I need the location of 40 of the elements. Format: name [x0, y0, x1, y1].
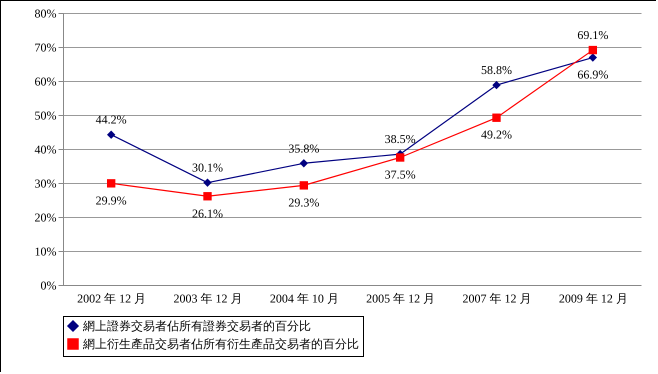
data-label: 69.1% — [577, 28, 608, 42]
y-tick-label: 70% — [34, 40, 56, 54]
data-label: 26.1% — [192, 206, 223, 220]
x-tick-label: 2009 年 12 月 — [558, 292, 628, 306]
legend-label: 網上證券交易者佔所有證券交易者的百分比 — [82, 319, 311, 333]
point — [203, 192, 212, 200]
point — [203, 178, 212, 187]
data-label: 58.8% — [481, 63, 512, 78]
point — [492, 80, 501, 90]
x-tick-label: 2007 年 12 月 — [462, 292, 532, 306]
point — [588, 53, 598, 62]
data-label: 49.2% — [481, 128, 512, 142]
data-label: 44.2% — [96, 112, 127, 127]
point — [492, 114, 501, 122]
x-tick-label: 2005 年 12 月 — [366, 292, 436, 306]
y-tick-label: 60% — [34, 74, 56, 88]
y-tick-label: 10% — [34, 244, 56, 258]
point — [396, 153, 404, 162]
data-label: 37.5% — [384, 168, 416, 182]
data-label: 35.8% — [288, 141, 320, 156]
y-tick-label: 50% — [34, 108, 56, 122]
x-tick-label: 2004 年 10 月 — [270, 292, 339, 306]
y-tick-label: 40% — [34, 142, 56, 156]
point — [106, 130, 116, 139]
data-label: 66.9% — [577, 68, 608, 82]
point — [300, 159, 308, 168]
point — [106, 179, 116, 188]
y-tick-label: 20% — [34, 210, 56, 224]
data-label: 29.9% — [96, 193, 127, 208]
data-label: 38.5% — [384, 132, 416, 146]
y-tick-label: 80% — [34, 6, 56, 20]
y-tick-label: 0% — [40, 278, 56, 292]
x-tick-label: 2002 年 12 月 — [77, 292, 146, 306]
x-tick-label: 2003 年 12 月 — [174, 292, 242, 306]
point — [588, 46, 598, 54]
point — [300, 181, 308, 190]
legend-label: 網上衍生產品交易者佔所有衍生產品交易者的百分比 — [82, 337, 359, 351]
data-label: 29.3% — [288, 195, 320, 210]
y-tick-label: 30% — [34, 176, 56, 190]
data-label: 30.1% — [192, 160, 223, 175]
